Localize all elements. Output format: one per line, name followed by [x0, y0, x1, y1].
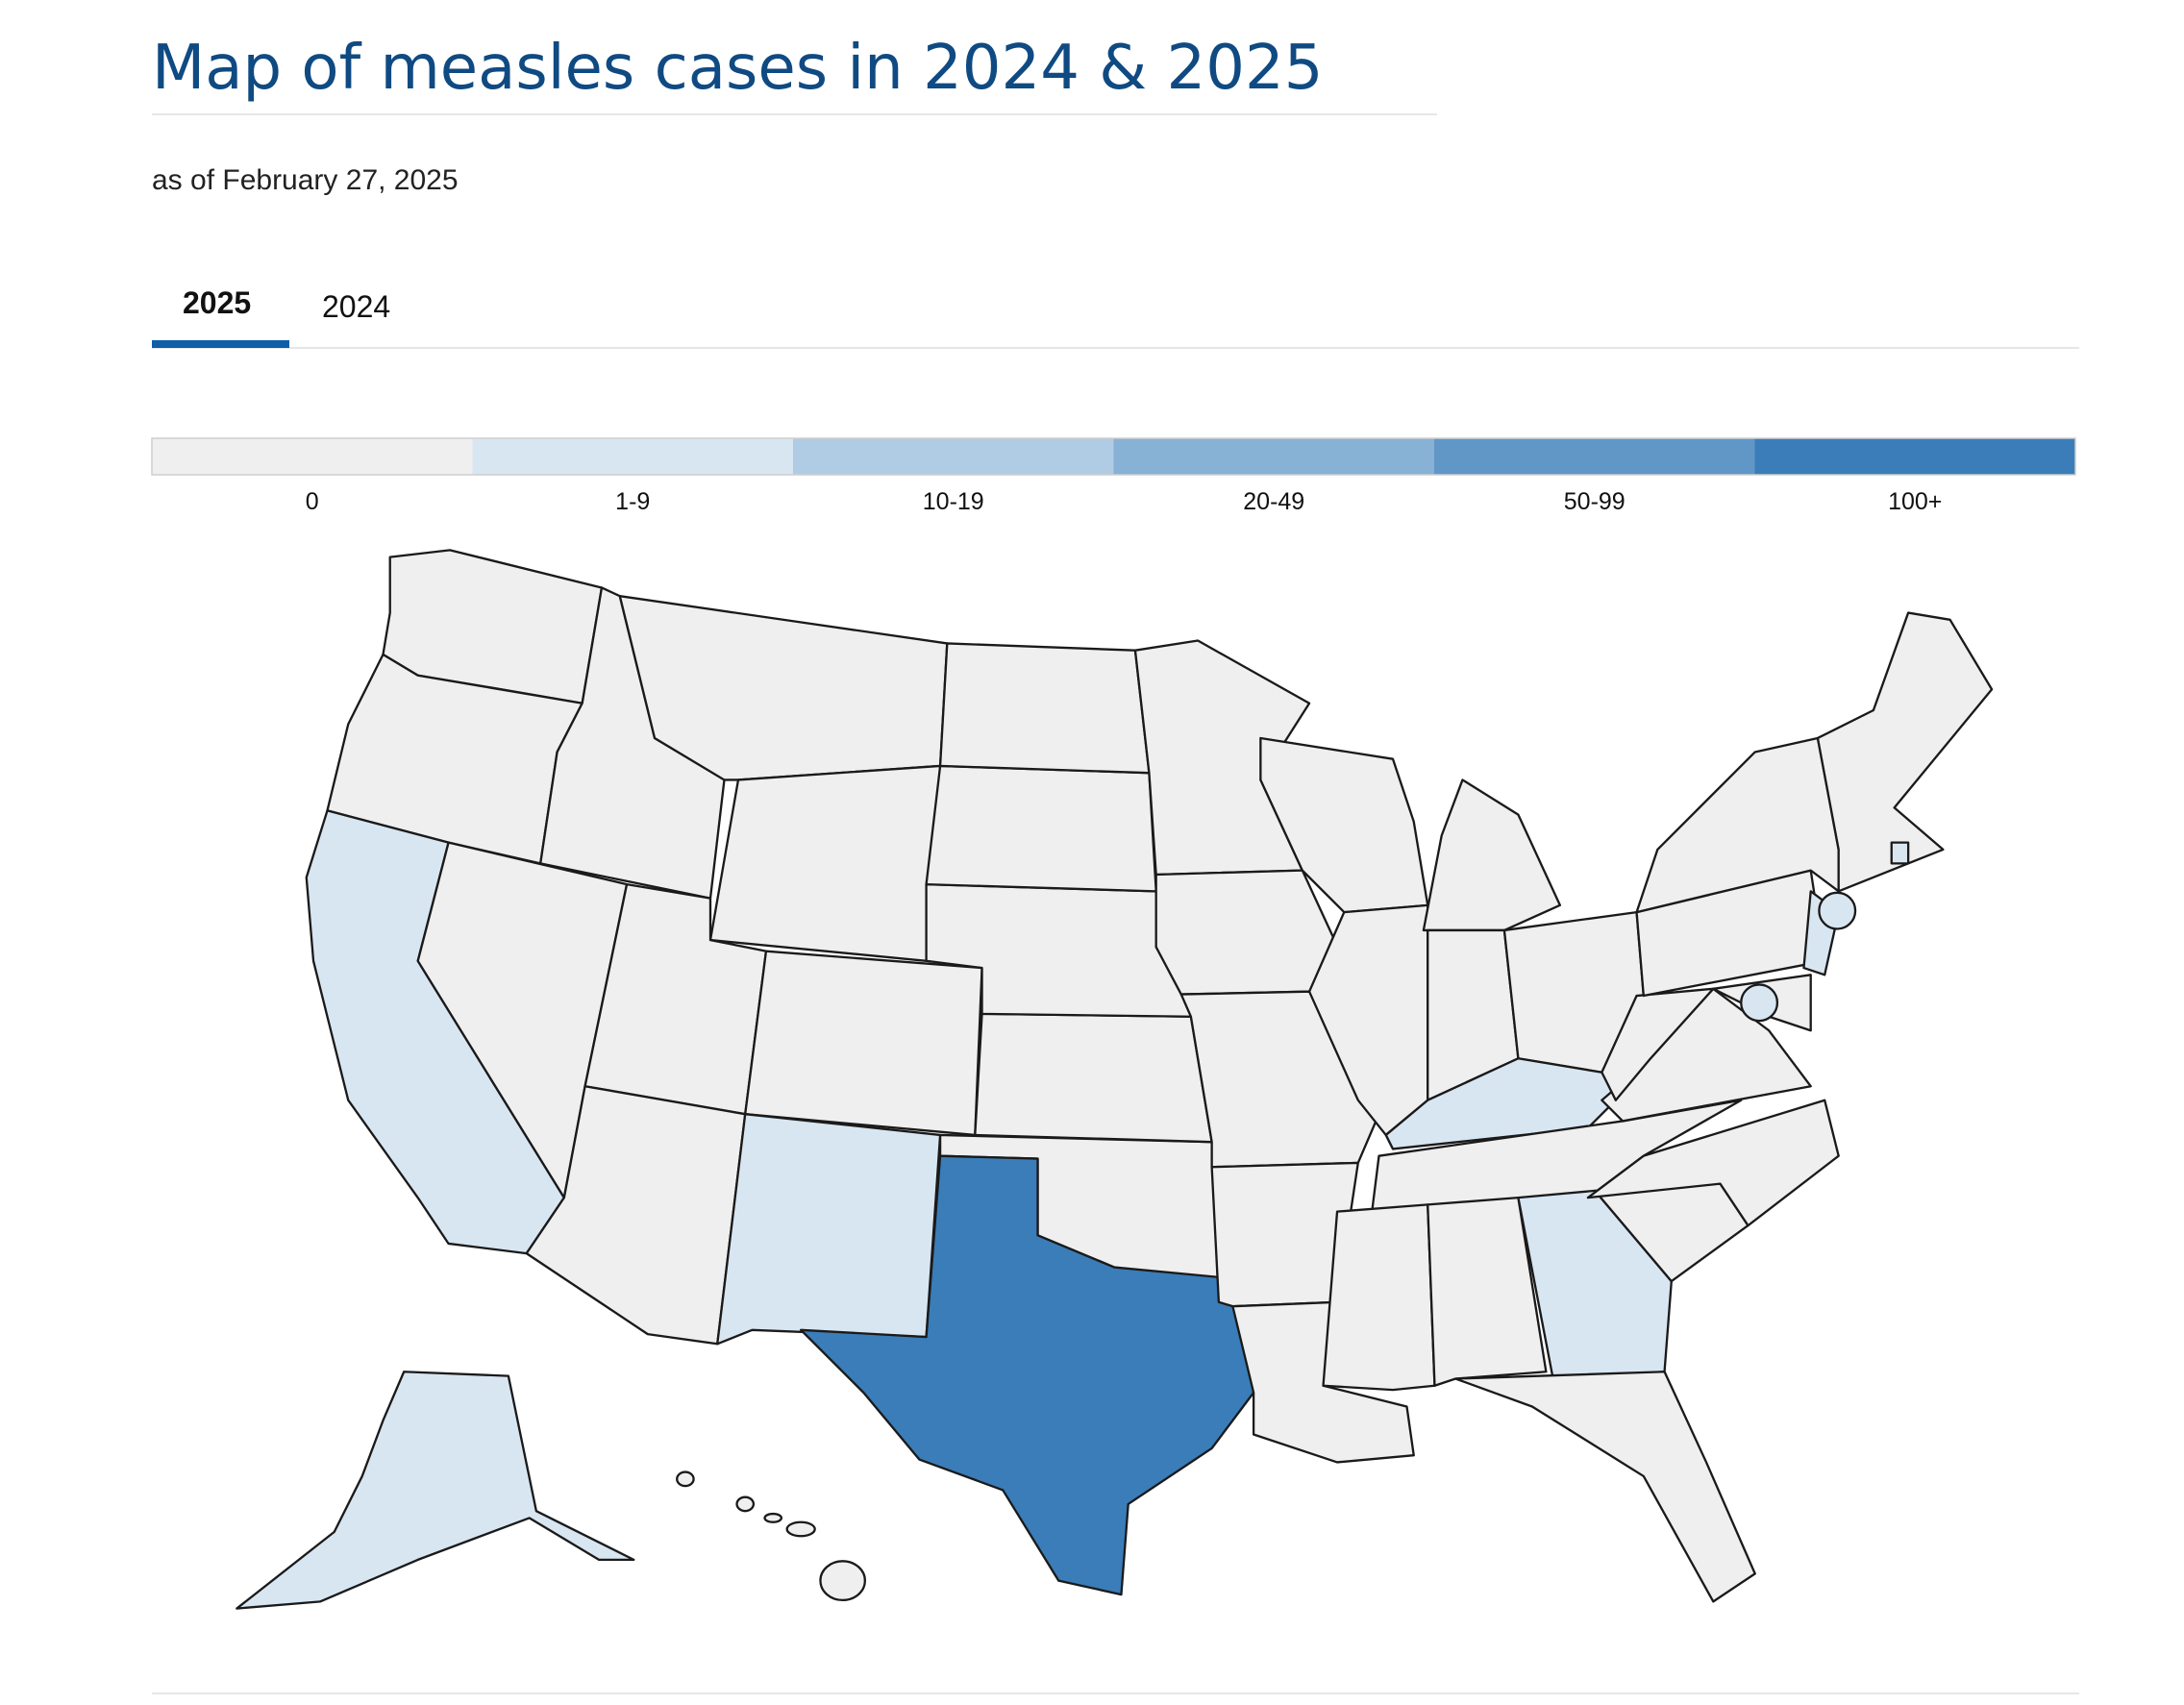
- title: Map of measles cases in 2024 & 2025: [152, 33, 1323, 104]
- state[interactable]: [1422, 778, 1562, 932]
- state[interactable]: [744, 950, 983, 1137]
- tab[interactable]: 2024: [322, 289, 390, 324]
- state[interactable]: [800, 1154, 1255, 1596]
- state[interactable]: [716, 1113, 942, 1346]
- legend-label: 50-99: [1564, 488, 1626, 515]
- state[interactable]: [735, 1495, 756, 1513]
- legend-swatch: [1754, 438, 2075, 475]
- legend-swatch: [1113, 438, 1434, 475]
- state[interactable]: [1816, 611, 1994, 893]
- state[interactable]: [1890, 841, 1910, 865]
- state[interactable]: [236, 1371, 635, 1610]
- legend-label: 20-49: [1243, 488, 1304, 515]
- state[interactable]: [1517, 1189, 1673, 1380]
- legend: 0 1-9 10-19 20-49 50-99 100+: [151, 437, 2076, 515]
- state[interactable]: [974, 1012, 1213, 1144]
- legend-swatch: [472, 438, 793, 475]
- state[interactable]: [1454, 1371, 1756, 1603]
- state[interactable]: [938, 642, 1151, 775]
- state[interactable]: [1427, 1196, 1548, 1387]
- state[interactable]: [1601, 987, 1715, 1101]
- legend-label: 10-19: [923, 488, 984, 515]
- tab-indicator: [152, 340, 289, 348]
- legend-swatch: [152, 438, 473, 475]
- tab[interactable]: 2025: [183, 285, 251, 320]
- state[interactable]: [925, 764, 1157, 893]
- state[interactable]: [1586, 1099, 1840, 1227]
- city-marker[interactable]: [1740, 983, 1779, 1023]
- state[interactable]: [708, 764, 942, 962]
- subtitle: as of February 27, 2025: [152, 164, 459, 196]
- state[interactable]: [819, 1560, 866, 1602]
- state[interactable]: [763, 1512, 783, 1523]
- legend-frame: [151, 437, 2076, 476]
- tab-bar: 2025 2024: [152, 285, 390, 348]
- legend-label: 100+: [1888, 488, 1942, 515]
- legend-label: 1-9: [615, 488, 650, 515]
- legend-swatch: [793, 438, 1114, 475]
- legend-label: 0: [306, 488, 319, 515]
- state[interactable]: [1322, 1203, 1436, 1392]
- state[interactable]: [785, 1520, 816, 1538]
- us-map: [236, 549, 1994, 1610]
- city-marker[interactable]: [1818, 891, 1857, 930]
- legend-swatch: [1434, 438, 1755, 475]
- state[interactable]: [676, 1470, 695, 1488]
